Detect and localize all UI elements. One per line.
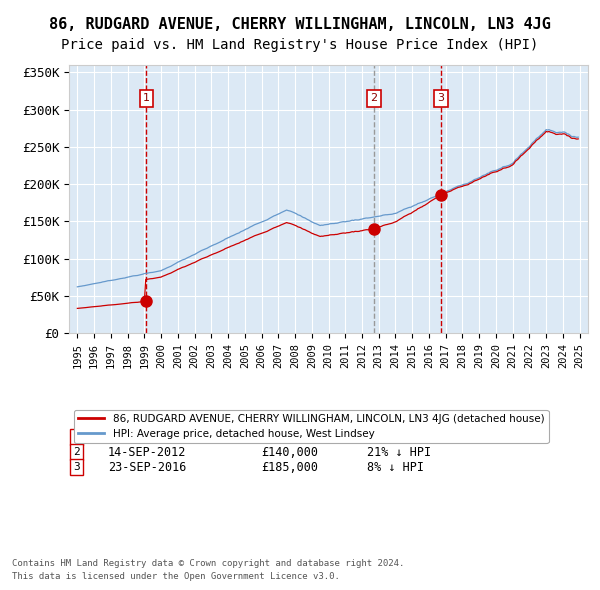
Text: 3: 3	[437, 93, 445, 103]
Text: 3: 3	[73, 463, 80, 473]
Text: 22-FEB-1999: 22-FEB-1999	[108, 430, 187, 443]
Text: £140,000: £140,000	[261, 445, 318, 458]
Text: 86, RUDGARD AVENUE, CHERRY WILLINGHAM, LINCOLN, LN3 4JG: 86, RUDGARD AVENUE, CHERRY WILLINGHAM, L…	[49, 17, 551, 31]
Text: This data is licensed under the Open Government Licence v3.0.: This data is licensed under the Open Gov…	[12, 572, 340, 581]
Text: £185,000: £185,000	[261, 461, 318, 474]
Text: 8% ↓ HPI: 8% ↓ HPI	[367, 461, 424, 474]
Text: Price paid vs. HM Land Registry's House Price Index (HPI): Price paid vs. HM Land Registry's House …	[61, 38, 539, 53]
Text: 2: 2	[370, 93, 377, 103]
Text: Contains HM Land Registry data © Crown copyright and database right 2024.: Contains HM Land Registry data © Crown c…	[12, 559, 404, 568]
Text: 2: 2	[73, 447, 80, 457]
Text: 1: 1	[143, 93, 150, 103]
Text: 23-SEP-2016: 23-SEP-2016	[108, 461, 187, 474]
Text: 1: 1	[73, 432, 80, 442]
Text: 36% ↓ HPI: 36% ↓ HPI	[367, 430, 431, 443]
Text: 14-SEP-2012: 14-SEP-2012	[108, 445, 187, 458]
Text: £43,000: £43,000	[261, 430, 311, 443]
Legend: 86, RUDGARD AVENUE, CHERRY WILLINGHAM, LINCOLN, LN3 4JG (detached house), HPI: A: 86, RUDGARD AVENUE, CHERRY WILLINGHAM, L…	[74, 409, 548, 443]
Text: 21% ↓ HPI: 21% ↓ HPI	[367, 445, 431, 458]
